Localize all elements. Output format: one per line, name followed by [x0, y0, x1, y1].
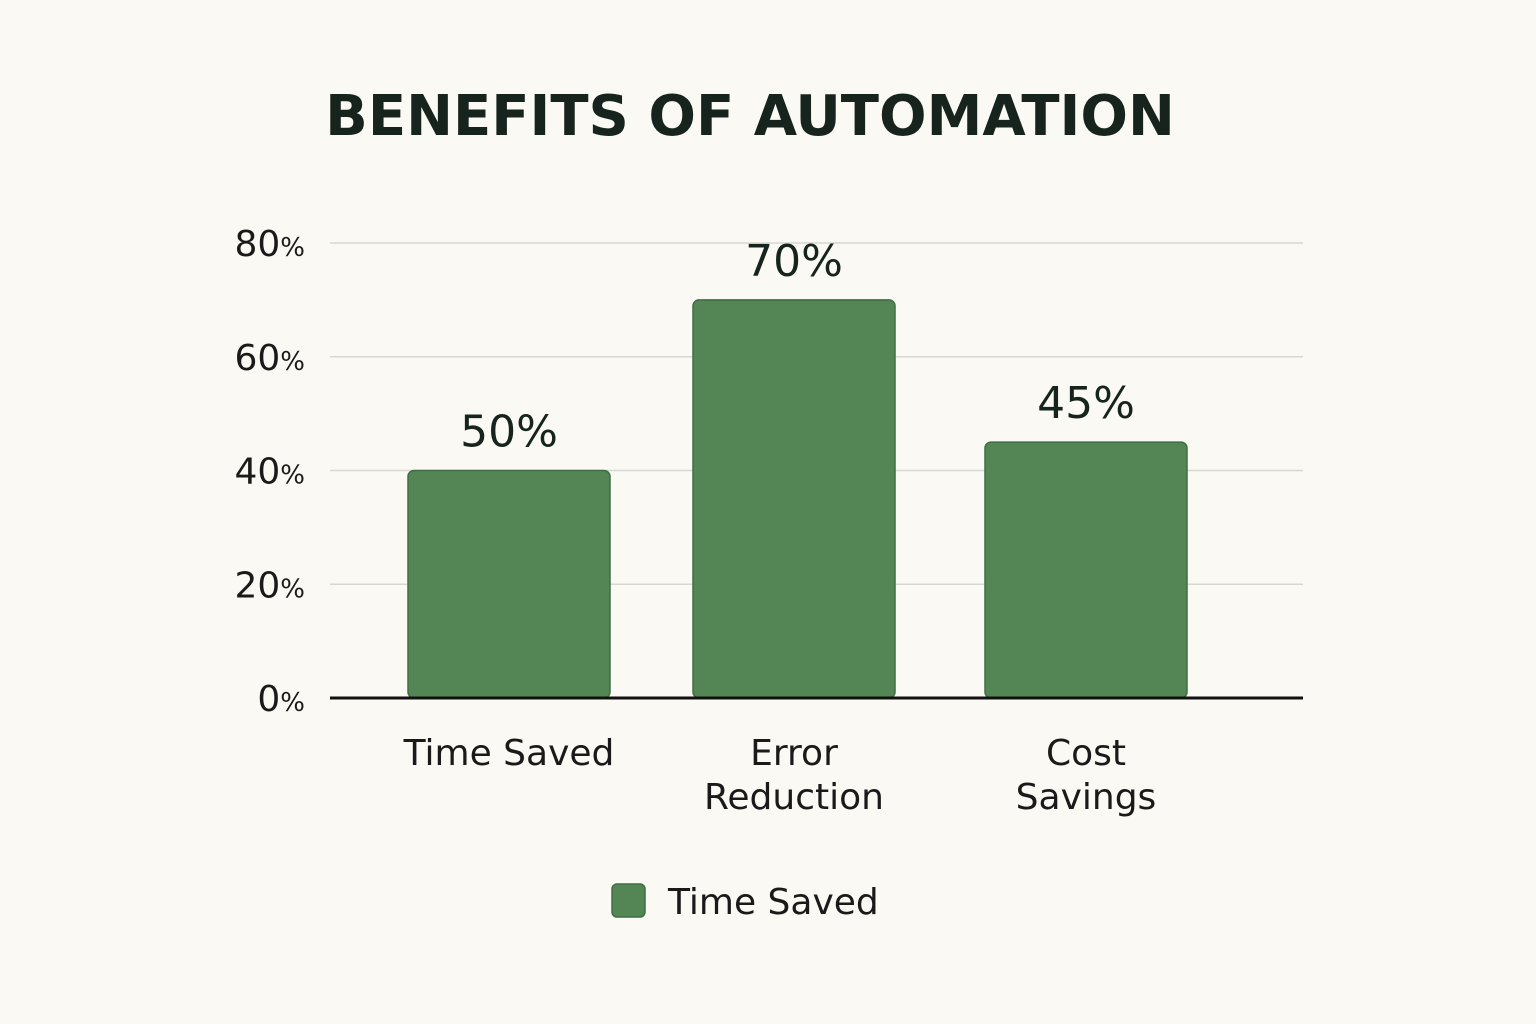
x-tick-label-error-reduction: Error Reduction	[704, 733, 884, 818]
bar-error-reduction[interactable]	[692, 299, 896, 699]
data-label-time-saved: 50%	[460, 407, 558, 458]
data-label-error-reduction: 70%	[745, 236, 843, 287]
y-axis-ticks: 0% 20% 40% 60% 80%	[234, 224, 305, 720]
data-labels: 50% 70% 45%	[460, 236, 1135, 458]
bar-time-saved[interactable]	[407, 469, 611, 699]
legend[interactable]: Time Saved	[611, 882, 879, 923]
y-tick-label-80: 80%	[234, 224, 305, 265]
bar-cost-savings[interactable]	[984, 441, 1188, 699]
legend-label: Time Saved	[667, 882, 879, 923]
y-tick-label-60: 60%	[234, 338, 305, 379]
x-tick-label-cost-savings: Cost Savings	[1016, 733, 1157, 818]
data-label-cost-savings: 45%	[1037, 378, 1135, 429]
x-tick-label-time-saved: Time Saved	[403, 733, 615, 774]
x-axis-categories: Time Saved Error Reduction Cost Savings	[403, 733, 1157, 818]
bars	[407, 299, 1188, 699]
y-tick-label-20: 20%	[234, 565, 305, 606]
legend-swatch	[611, 883, 646, 918]
y-tick-label-40: 40%	[234, 452, 305, 493]
y-tick-label-0: 0%	[257, 679, 305, 720]
chart-title: BENEFITS OF AUTOMATION	[325, 84, 1175, 149]
